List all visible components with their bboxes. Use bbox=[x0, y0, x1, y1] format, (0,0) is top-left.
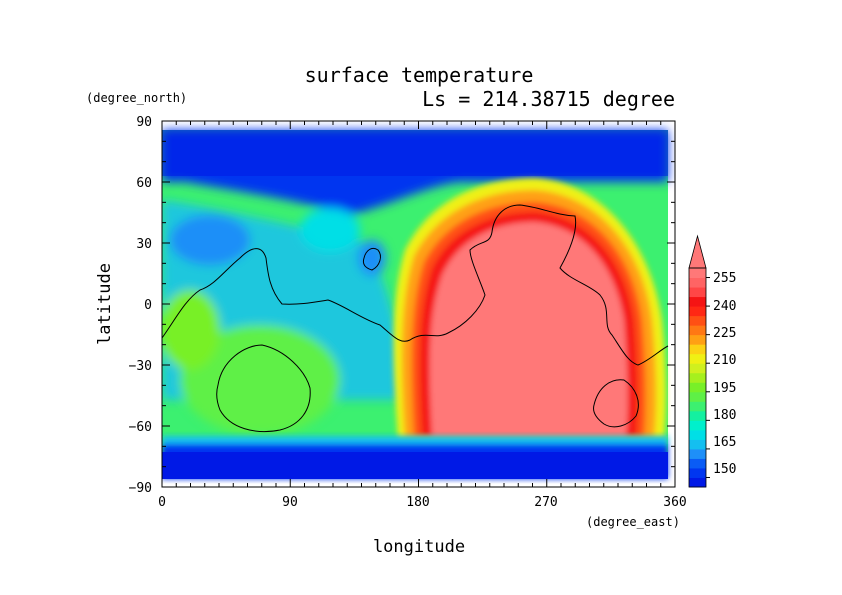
colorbar-label: 150 bbox=[713, 462, 736, 477]
colorbar-swatch bbox=[689, 344, 706, 355]
colorbar-swatch bbox=[689, 448, 706, 459]
y-tick-label: −30 bbox=[129, 359, 152, 374]
y-unit-label: (degree_north) bbox=[86, 91, 187, 105]
y-tick-label: 60 bbox=[136, 176, 152, 191]
colorbar-swatch bbox=[689, 268, 706, 279]
y-axis-ticks bbox=[162, 120, 675, 488]
x-tick-label: 180 bbox=[406, 495, 429, 510]
colorbar-label: 240 bbox=[713, 299, 736, 314]
colorbar-label: 225 bbox=[713, 326, 736, 341]
chart-subtitle: Ls = 214.38715 degree bbox=[422, 87, 675, 111]
colorbar-label: 255 bbox=[713, 271, 736, 286]
colorbar-swatch bbox=[689, 429, 706, 440]
y-tick-label: 0 bbox=[144, 298, 152, 313]
chart-title: surface temperature bbox=[305, 63, 534, 87]
colorbar bbox=[688, 234, 710, 488]
colorbar-swatch bbox=[689, 334, 706, 345]
colorbar-swatch bbox=[689, 372, 706, 383]
x-tick-label: 270 bbox=[534, 495, 557, 510]
colorbar-swatch bbox=[689, 287, 706, 298]
colorbar-label: 210 bbox=[713, 353, 736, 368]
colorbar-label: 195 bbox=[713, 381, 736, 396]
colorbar-swatch bbox=[689, 315, 706, 326]
colorbar-swatch bbox=[689, 391, 706, 402]
colorbar-label: 165 bbox=[713, 435, 736, 450]
colorbar-swatch bbox=[689, 477, 706, 488]
y-tick-label: −90 bbox=[129, 481, 152, 496]
colorbar-swatch bbox=[689, 353, 706, 364]
y-axis-label: latitude bbox=[95, 263, 115, 345]
x-tick-label: 90 bbox=[282, 495, 298, 510]
colorbar-swatch bbox=[689, 420, 706, 431]
colorbar-swatch bbox=[689, 401, 706, 412]
x-unit-label: (degree_east) bbox=[586, 515, 680, 529]
y-tick-label: 90 bbox=[136, 115, 152, 130]
colorbar-swatch bbox=[689, 382, 706, 393]
colorbar-swatch bbox=[689, 325, 706, 336]
colorbar-swatch bbox=[689, 363, 706, 374]
colorbar-swatch bbox=[689, 439, 706, 450]
colorbar-swatch bbox=[689, 467, 706, 478]
colorbar-frame bbox=[688, 267, 707, 488]
colorbar-swatch bbox=[689, 296, 706, 307]
x-tick-label: 0 bbox=[158, 495, 166, 510]
colorbar-swatch bbox=[689, 306, 706, 317]
x-tick-label: 360 bbox=[663, 495, 686, 510]
colorbar-swatch bbox=[689, 410, 706, 421]
y-tick-label: −60 bbox=[129, 420, 152, 435]
colorbar-swatch bbox=[689, 277, 706, 288]
colorbar-labels: 150 165 180 195 210 225 240 255 bbox=[713, 271, 736, 477]
topography-contours bbox=[162, 204, 669, 433]
x-axis-label: longitude bbox=[373, 537, 465, 557]
colorbar-extend-arrow bbox=[688, 234, 707, 269]
y-tick-label: 30 bbox=[136, 237, 152, 252]
heatmap-field bbox=[162, 121, 675, 487]
colorbar-label: 180 bbox=[713, 408, 736, 423]
x-axis-ticks bbox=[161, 121, 676, 487]
colorbar-swatch bbox=[689, 458, 706, 469]
